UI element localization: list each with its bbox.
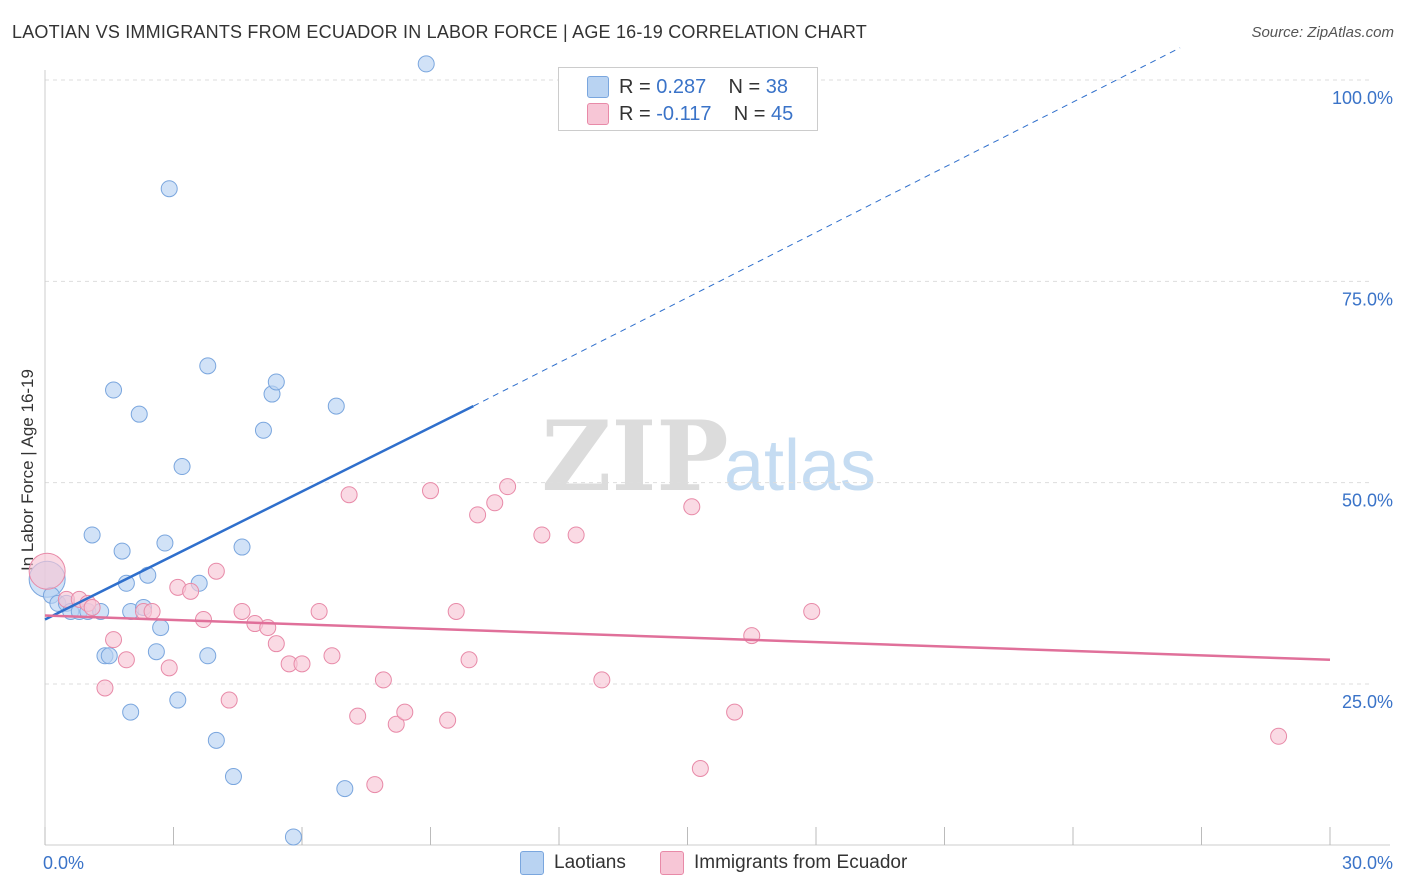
- legend-row-ecuador-text: R = -0.117 N = 45: [619, 103, 793, 126]
- chart-title: LAOTIAN VS IMMIGRANTS FROM ECUADOR IN LA…: [12, 22, 867, 42]
- laotian-point: [233, 538, 251, 556]
- ecuador-point: [143, 602, 161, 620]
- ecuador-point: [160, 659, 178, 677]
- ecuador-trend-line: [44, 614, 1331, 662]
- laotian-point: [173, 458, 191, 476]
- laotian-point: [267, 373, 285, 391]
- laotian-point: [336, 780, 354, 798]
- ecuador-point: [499, 478, 517, 496]
- ecuador-swatch: [587, 103, 609, 125]
- ecuador-point: [323, 647, 341, 665]
- legend-label-ecuador: Immigrants from Ecuador: [694, 852, 908, 873]
- ecuador-point: [593, 671, 611, 689]
- ecuador-point: [683, 498, 701, 516]
- ecuador-point: [293, 655, 311, 673]
- ecuador-point: [233, 602, 251, 620]
- x-tick-label: 0.0%: [43, 853, 84, 873]
- ecuador-point: [349, 707, 367, 725]
- source-label: Source: ZipAtlas.com: [1251, 24, 1394, 41]
- ecuador-point: [220, 691, 238, 709]
- ecuador-point: [533, 526, 551, 544]
- watermark-zip: ZIP: [541, 400, 728, 513]
- watermark-atlas: atlas: [724, 426, 876, 506]
- laotian-point: [113, 542, 131, 560]
- laotian-trend-line: [44, 405, 474, 621]
- laotian-point: [417, 55, 435, 73]
- y-tick-label: 75.0%: [1342, 289, 1393, 309]
- ecuador-legend-swatch: [660, 851, 684, 875]
- laotian-point: [160, 180, 178, 198]
- ecuador-point: [310, 602, 328, 620]
- ecuador-point: [387, 715, 405, 733]
- laotian-point: [284, 828, 302, 846]
- ecuador-point: [567, 526, 585, 544]
- ecuador-point: [105, 631, 123, 649]
- laotian-point: [105, 381, 123, 399]
- laotian-point: [152, 619, 170, 637]
- laotians-legend-swatch: [520, 851, 544, 875]
- y-tick-label: 100.0%: [1332, 88, 1393, 108]
- legend-row-laotians-text: R = 0.287 N = 38: [619, 76, 788, 99]
- y-tick-label: 25.0%: [1342, 692, 1393, 712]
- ecuador-point: [182, 582, 200, 600]
- laotian-point: [156, 534, 174, 552]
- ecuador-point: [726, 703, 744, 721]
- ecuador-point: [460, 651, 478, 669]
- laotian-trend-extension: [473, 47, 1181, 407]
- laotian-point: [130, 405, 148, 423]
- laotian-point: [100, 647, 118, 665]
- ecuador-point: [396, 703, 414, 721]
- ecuador-point: [803, 602, 821, 620]
- laotian-point: [224, 768, 242, 786]
- ecuador-point: [96, 679, 114, 697]
- ecuador-point: [117, 651, 135, 669]
- ecuador-point: [469, 506, 487, 524]
- ecuador-point: [340, 486, 358, 504]
- correlation-legend: R = 0.287 N = 38 R = -0.117 N = 45: [558, 67, 818, 131]
- laotian-point: [207, 731, 225, 749]
- ecuador-point: [1270, 727, 1288, 745]
- x-tick-label: 30.0%: [1342, 853, 1393, 873]
- ecuador-point: [422, 482, 439, 500]
- ecuador-point: [486, 494, 504, 512]
- laotian-point: [83, 526, 101, 544]
- ecuador-point: [267, 635, 285, 653]
- ecuador-point: [691, 760, 709, 777]
- laotian-point: [254, 421, 272, 439]
- ecuador-point: [447, 602, 465, 620]
- laotian-point: [327, 397, 345, 415]
- ecuador-point: [374, 671, 392, 689]
- r-value: 0.287: [656, 75, 707, 98]
- laotian-point: [147, 643, 165, 661]
- n-label: N =: [733, 102, 766, 125]
- legend-item-ecuador: Immigrants from Ecuador: [660, 850, 907, 876]
- laotian-point: [169, 691, 187, 709]
- laotians-swatch: [587, 76, 609, 98]
- legend-item-laotians: Laotians: [520, 850, 626, 876]
- ecuador-point: [207, 562, 225, 580]
- ecuador-point: [83, 598, 101, 616]
- y-tick-label: 50.0%: [1342, 491, 1393, 511]
- laotian-point: [199, 357, 217, 375]
- ecuador-point: [366, 776, 384, 794]
- laotian-point: [122, 703, 140, 721]
- legend-label-laotians: Laotians: [554, 852, 626, 873]
- n-value: 38: [765, 75, 789, 98]
- n-label: N =: [728, 75, 761, 98]
- ecuador-point: [439, 711, 457, 729]
- ecuador-point: [28, 552, 66, 590]
- r-value: -0.117: [656, 102, 712, 125]
- n-value: 45: [770, 102, 794, 125]
- r-label: R =: [619, 75, 651, 98]
- r-label: R =: [619, 102, 651, 125]
- laotian-point: [199, 647, 217, 665]
